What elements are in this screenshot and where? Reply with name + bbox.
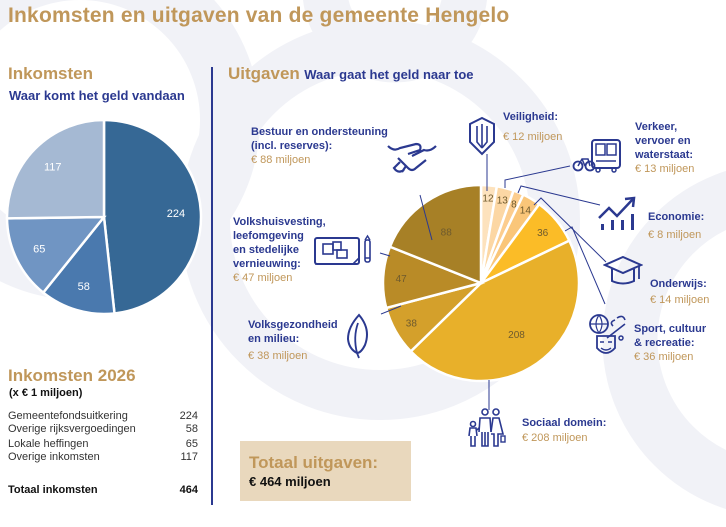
inkomsten-table: Gemeentefondsuitkering 224 Overige rijksv…: [8, 410, 198, 497]
leader-volksgezondheid: [380, 305, 402, 315]
total-expenses-label: Totaal uitgaven:: [249, 453, 379, 472]
callout-economie: Economie: € 8 miljoen: [648, 211, 705, 241]
table-row: Gemeentefondsuitkering 224: [8, 410, 198, 422]
graduation-cap-icon: [603, 255, 643, 285]
uitgaven-data-label: 8: [511, 200, 517, 211]
bus-bicycle-icon: [572, 139, 621, 173]
table-row: Overige inkomsten 117: [8, 451, 198, 463]
uitgaven-data-label: 47: [396, 274, 408, 285]
handshake-icon: [387, 142, 437, 173]
inkomsten-slice: [102, 118, 203, 315]
family-icon: [468, 408, 506, 447]
callout-volkshuisvesting: Volkshuisvesting, leefomgeving en stedel…: [233, 216, 326, 284]
uitgaven-slice: [388, 183, 483, 285]
leader-economie: [517, 185, 601, 206]
inkomsten-data-label: 58: [78, 281, 90, 293]
callout-onderwijs: Onderwijs: € 14 miljoen: [650, 278, 710, 306]
uitgaven-subheading: Waar gaat het geld naar toe: [304, 67, 474, 82]
inkomsten-table-unit: (x € 1 miljoen): [9, 387, 83, 399]
table-row: Lokale heffingen 65: [8, 438, 198, 450]
inkomsten-data-label: 224: [167, 208, 185, 220]
callout-sociaal: Sociaal domein: € 208 miljoen: [522, 417, 607, 444]
blueprint-icon: [314, 234, 371, 265]
table-row: Overige rijksvergoedingen 58: [8, 423, 198, 435]
inkomsten-slice: [41, 213, 116, 316]
callout-sport: Sport, cultuur & recreatie: € 36 miljoen: [634, 323, 707, 363]
growth-chart-icon: [598, 196, 636, 230]
uitgaven-data-label: 88: [441, 228, 453, 239]
section-divider: [211, 67, 213, 505]
inkomsten-slice: [5, 215, 107, 295]
callout-veiligheid: Veiligheid: € 12 miljoen: [503, 111, 563, 143]
uitgaven-data-label: 36: [537, 228, 549, 239]
leader-verkeer: [504, 165, 571, 188]
leader-sport: [564, 226, 606, 305]
uitgaven-heading: Uitgaven: [228, 64, 300, 83]
uitgaven-data-label: 208: [508, 330, 525, 341]
sport-culture-icon: [589, 314, 626, 354]
uitgaven-data-label: 13: [497, 196, 509, 207]
callout-bestuur: Bestuur en ondersteuning (incl. reserves…: [251, 126, 388, 166]
inkomsten-subheading: Waar komt het geld vandaan: [9, 88, 185, 103]
inkomsten-data-label: 117: [44, 161, 62, 173]
uitgaven-data-label: 38: [406, 318, 418, 329]
inkomsten-table-title: Inkomsten 2026: [8, 366, 136, 385]
leader-lines: [379, 154, 607, 410]
total-expenses-value: € 464 miljoen: [249, 474, 331, 489]
leader-bestuur: [419, 194, 433, 241]
leader-volkshuisvesting: [379, 252, 391, 257]
shield-icon: [469, 116, 495, 156]
uitgaven-data-label: 12: [482, 193, 494, 204]
inkomsten-data-label: 65: [33, 244, 45, 256]
total-expenses-box: Totaal uitgaven: € 464 miljoen: [240, 441, 411, 501]
callout-volksgezondheid: Volksgezondheid en milieu: € 38 miljoen: [248, 319, 338, 362]
uitgaven-slice: [409, 238, 581, 383]
inkomsten-slice: [5, 118, 106, 220]
uitgaven-data-label: 14: [520, 205, 532, 216]
callout-verkeer: Verkeer, vervoer en waterstaat: € 13 mil…: [635, 121, 695, 175]
leaf-icon: [346, 313, 368, 359]
page-title: Inkomsten en uitgaven van de gemeente He…: [8, 4, 510, 27]
table-total-row: Totaal inkomsten 464: [8, 484, 198, 496]
inkomsten-heading: Inkomsten: [8, 64, 94, 83]
uitgaven-header: Uitgaven Waar gaat het geld naar toe: [228, 64, 474, 84]
leader-onderwijs: [533, 197, 607, 263]
